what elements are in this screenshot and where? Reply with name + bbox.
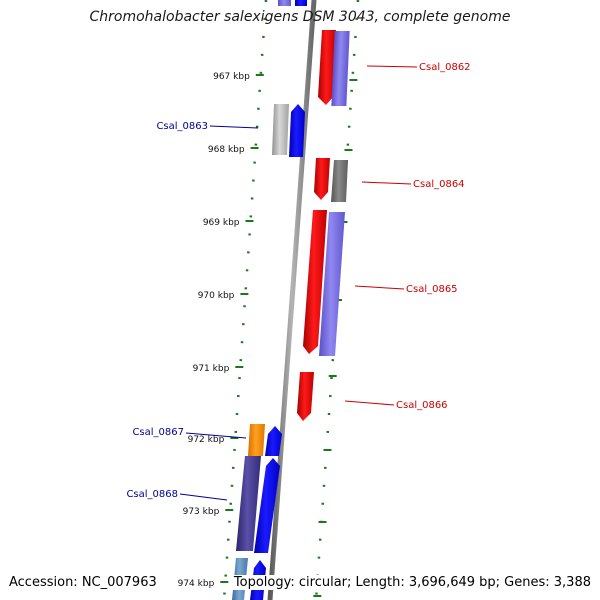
gene-label-csal-0866: Csal_0866	[396, 400, 448, 411]
scale-tick-label: 969 kbp	[203, 218, 240, 228]
gene-label-csal-0868: Csal_0868	[126, 489, 178, 500]
gene-csal-0865	[303, 210, 327, 354]
gene-label-csal-0865: Csal_0865	[406, 284, 458, 295]
gene-csal-0864-partner	[331, 160, 348, 202]
leader-csal-0868	[179, 493, 228, 501]
scale-tick-label: 974 kbp	[178, 579, 215, 589]
gene-csal-0868	[254, 458, 280, 553]
gene-csal-0867	[265, 426, 282, 456]
gene-csal-0863-partner	[272, 104, 289, 155]
label-leaders	[179, 65, 418, 501]
scale-tick-label: 970 kbp	[198, 291, 235, 301]
accession-text: Accession: NC_007963	[7, 575, 159, 590]
genome-backbone	[267, 0, 317, 600]
gene-csal-0868-partner	[236, 456, 261, 551]
gene-csal-0864	[314, 158, 330, 200]
gene-labels: Csal_0862 Csal_0863 Csal_0864 Csal_0865 …	[126, 62, 470, 500]
gene-csal-0867-partner	[248, 424, 265, 456]
gene-label-csal-0862: Csal_0862	[419, 62, 471, 73]
scale-tick-label: 972 kbp	[188, 435, 225, 445]
scale-tick-label: 967 kbp	[213, 72, 250, 82]
leader-csal-0863	[209, 125, 259, 129]
scale-tick-label: 968 kbp	[208, 145, 245, 155]
leader-csal-0867	[185, 432, 247, 439]
gene-csal-0865-partner	[319, 212, 345, 356]
scale-tick-label: 971 kbp	[193, 364, 230, 374]
gene-partial-purple	[278, 0, 291, 6]
gene-csal-0862-partner	[331, 31, 350, 106]
leader-csal-0865	[354, 285, 405, 290]
gene-partial-blue	[295, 0, 307, 6]
gene-label-csal-0864: Csal_0864	[413, 179, 465, 190]
scale-ticks: 967 kbp 968 kbp 969 kbp 970 kbp 971 kbp 972 k…	[178, 72, 358, 597]
gene-label-csal-0867: Csal_0867	[132, 427, 184, 438]
leader-csal-0864	[361, 181, 412, 185]
leader-csal-0866	[344, 400, 395, 406]
map-title: Chromohalobacter salexigens DSM 3043, co…	[89, 9, 511, 25]
gene-csal-0866	[297, 372, 314, 421]
gene-label-csal-0863: Csal_0863	[156, 121, 208, 132]
gene-csal-0863	[289, 104, 305, 157]
leader-csal-0862	[366, 65, 418, 68]
scale-tick-label: 973 kbp	[183, 507, 220, 517]
gene-csal-0862	[318, 30, 336, 105]
topology-text: Topology: circular; Length: 3,696,649 bp…	[231, 575, 593, 590]
